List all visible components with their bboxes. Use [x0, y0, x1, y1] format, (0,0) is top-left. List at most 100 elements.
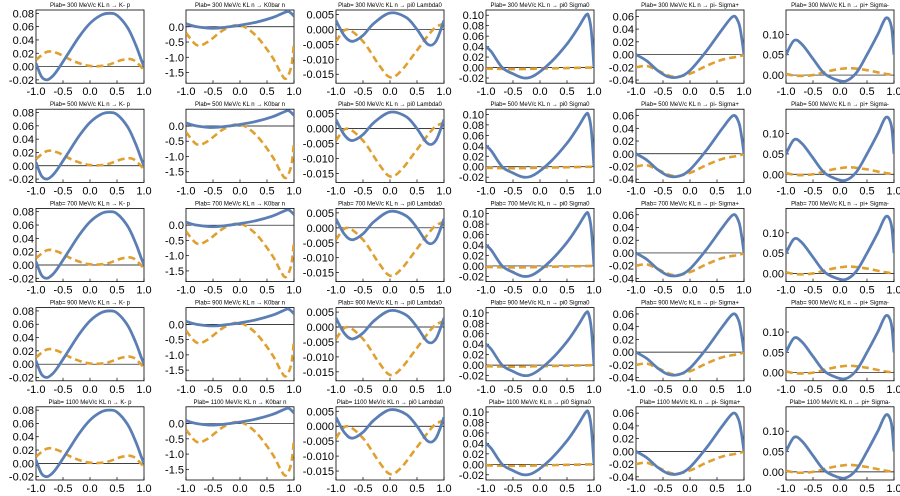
- panel-title: Plab= 500 MeV/c KL n → K- p: [50, 102, 131, 108]
- panel-frame: [335, 406, 445, 481]
- panel-title: Plab= 700 MeV/c KL n → K0bar n: [195, 201, 285, 207]
- y-tick-label: 0.06: [13, 418, 34, 430]
- y-tick-label: -0.02: [459, 172, 484, 184]
- x-tick-label: 0.5: [859, 483, 874, 495]
- y-tick-label: 0.00: [463, 162, 484, 174]
- series-dashed: [636, 251, 744, 277]
- x-tick-label: 0.5: [409, 185, 424, 197]
- series-solid: [186, 307, 294, 328]
- x-tick-label: 0.0: [82, 285, 97, 297]
- y-tick-label: 0.04: [13, 35, 34, 47]
- y-tick-label: -1.5: [165, 365, 184, 377]
- y-tick-label: -0.04: [609, 472, 634, 484]
- y-tick-label: 0.04: [463, 438, 484, 450]
- x-tick-label: -1.0: [27, 384, 46, 396]
- y-tick-label: 0.10: [463, 209, 484, 221]
- y-tick-label: -0.04: [609, 75, 634, 87]
- y-tick-label: 0.0: [169, 220, 184, 232]
- x-tick-label: -1.0: [477, 185, 496, 197]
- series-dashed: [486, 66, 594, 71]
- panel-r0-c0: Plab= 300 MeV/c KL n → K- p -0.020.00 0.02…: [9, 3, 152, 98]
- x-tick-label: 0.0: [682, 384, 697, 396]
- y-tick-label: -0.015: [303, 69, 334, 81]
- series-dashed: [336, 22, 444, 79]
- x-tick-label: 0.5: [109, 483, 124, 495]
- y-tick-label: -0.5: [165, 136, 184, 148]
- y-tick-label: 0.06: [613, 408, 634, 420]
- y-tick-label: 0.02: [613, 37, 634, 49]
- y-tick-label: 0.04: [613, 322, 634, 334]
- x-tick-label: -0.5: [804, 86, 823, 98]
- panel-title: Plab= 700 MeV/c KL n → pi0 Sigma0: [491, 201, 591, 207]
- y-tick-label: 0.00: [763, 169, 784, 181]
- y-tick-label: -1.5: [165, 266, 184, 278]
- series-dashed: [636, 53, 744, 79]
- y-tick-label: 0.04: [463, 42, 484, 54]
- x-tick-label: 0.0: [832, 185, 847, 197]
- y-tick-label: 0.00: [463, 261, 484, 273]
- y-tick-label: 0.04: [613, 123, 634, 135]
- series-dashed: [786, 166, 894, 177]
- series-dashed: [336, 419, 444, 476]
- x-tick-label: 1.0: [436, 185, 451, 197]
- y-tick-label: -0.02: [459, 371, 484, 383]
- y-tick-label: 0.06: [463, 230, 484, 242]
- panel-r1-c1: Plab= 500 MeV/c KL n → K0bar n 0.0 -0.5 -1.…: [165, 102, 302, 197]
- panel-r2-c5: Plab= 700 MeV/c KL n → pi+ Sigma- 0.00 0.0…: [763, 201, 900, 296]
- series-dashed: [786, 265, 894, 276]
- x-tick-label: 1.0: [436, 384, 451, 396]
- x-tick-label: -0.5: [504, 384, 523, 396]
- x-tick-label: 0.5: [559, 185, 574, 197]
- y-tick-label: 0.10: [763, 29, 784, 41]
- x-tick-label: 0.5: [859, 86, 874, 98]
- series-solid: [636, 213, 744, 278]
- x-tick-label: -1.0: [327, 185, 346, 197]
- x-tick-label: -1.0: [777, 483, 796, 495]
- panel-frame: [335, 207, 445, 282]
- y-tick-label: -0.5: [165, 335, 184, 347]
- y-tick-label: 0.00: [763, 268, 784, 280]
- y-tick-label: -1.0: [165, 52, 184, 64]
- y-tick-label: -0.010: [303, 153, 334, 165]
- panel-frame: [185, 207, 295, 282]
- panel-title: Plab= 700 MeV/c KL n → pi- Sigma+: [641, 201, 739, 207]
- series-dashed: [486, 463, 594, 468]
- series-solid: [636, 114, 744, 179]
- x-tick-label: -1.0: [27, 185, 46, 197]
- y-tick-label: 0.000: [306, 322, 334, 334]
- y-tick-label: 0.06: [13, 22, 34, 34]
- y-tick-label: -1.5: [165, 167, 184, 179]
- y-tick-label: -0.5: [165, 37, 184, 49]
- y-tick-label: -0.02: [459, 271, 484, 283]
- panel-r1-c0: Plab= 500 MeV/c KL n → K- p -0.020.00 0.02…: [9, 102, 152, 197]
- y-tick-label: 0.02: [13, 445, 34, 457]
- y-tick-label: 0.00: [13, 458, 34, 470]
- y-tick-label: 0.08: [13, 405, 34, 417]
- x-tick-label: 0.0: [682, 483, 697, 495]
- x-tick-label: -0.5: [654, 483, 673, 495]
- y-tick-label: 0.00: [613, 347, 634, 359]
- panel-frame: [185, 9, 295, 84]
- y-tick-label: 0.02: [613, 235, 634, 247]
- y-tick-label: 0.04: [463, 141, 484, 153]
- y-tick-label: 0.0: [169, 121, 184, 133]
- series-solid: [786, 314, 894, 381]
- y-tick-label: 0.06: [613, 11, 634, 23]
- y-tick-label: 0.000: [306, 24, 334, 36]
- x-tick-label: 0.0: [382, 384, 397, 396]
- panel-title: Plab= 1100 MeV/c KL n → pi+ Sigma-: [790, 400, 891, 406]
- y-tick-label: -0.010: [303, 253, 334, 265]
- series-solid: [786, 214, 894, 282]
- x-tick-label: -1.0: [327, 384, 346, 396]
- x-tick-label: 1.0: [136, 483, 151, 495]
- x-tick-label: -1.0: [477, 285, 496, 297]
- x-tick-label: -0.5: [504, 285, 523, 297]
- x-tick-label: -1.0: [777, 384, 796, 396]
- y-tick-label: -0.010: [303, 451, 334, 463]
- y-tick-label: -0.015: [303, 268, 334, 280]
- panel-title: Plab= 300 MeV/c KL n → pi0 Lambda0: [338, 3, 442, 9]
- series-dashed: [336, 319, 444, 377]
- x-tick-label: 1.0: [886, 185, 900, 197]
- series-dashed: [36, 50, 144, 71]
- y-tick-label: -0.005: [303, 139, 334, 151]
